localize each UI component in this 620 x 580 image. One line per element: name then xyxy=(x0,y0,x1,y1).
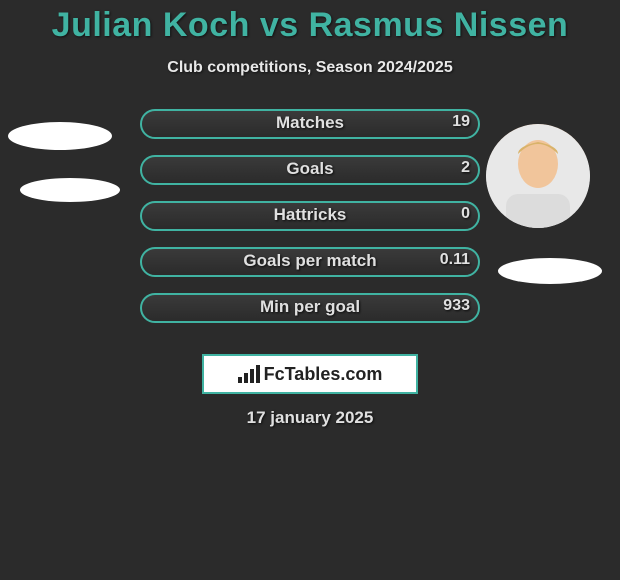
left-ellipse xyxy=(20,178,120,202)
bars-icon xyxy=(238,365,260,383)
stat-bar xyxy=(140,201,480,231)
stat-bar xyxy=(140,109,480,139)
stat-bar xyxy=(140,155,480,185)
stat-bar xyxy=(140,247,480,277)
stat-bar xyxy=(140,293,480,323)
brand-link[interactable]: FcTables.com xyxy=(202,354,418,394)
date-text: 17 january 2025 xyxy=(0,408,620,428)
page-title: Julian Koch vs Rasmus Nissen xyxy=(0,0,620,45)
stat-row: Min per goal 933 xyxy=(0,291,620,337)
avatar-icon xyxy=(486,124,590,228)
brand-text: FcTables.com xyxy=(264,364,383,385)
subtitle: Club competitions, Season 2024/2025 xyxy=(0,59,620,77)
right-ellipse xyxy=(498,258,602,284)
player-avatar-right xyxy=(486,124,590,228)
left-ellipse xyxy=(8,122,112,150)
